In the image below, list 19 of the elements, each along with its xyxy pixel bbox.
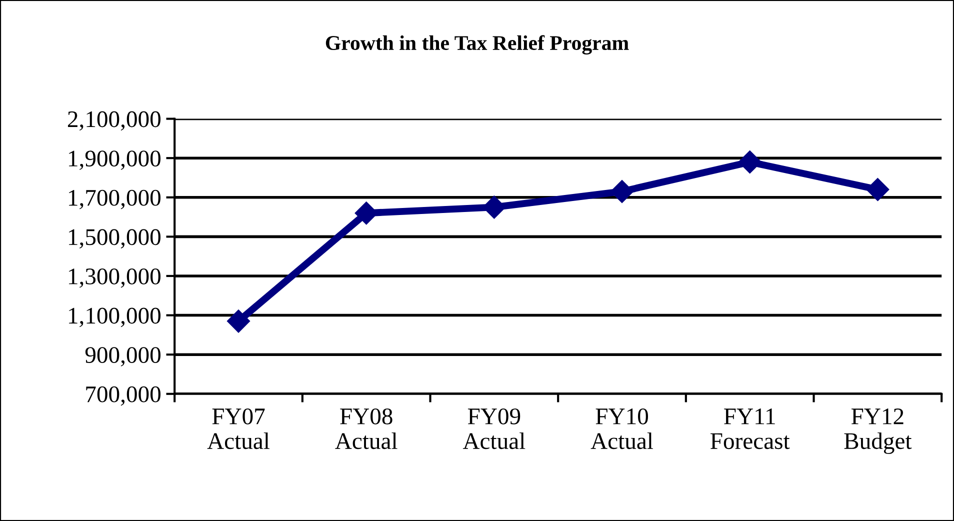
x-tick-label: FY07 Actual bbox=[207, 408, 270, 450]
x-tick-label: FY08 Actual bbox=[335, 408, 398, 450]
y-tick-label: 1,700,000 bbox=[69, 190, 160, 210]
point bbox=[738, 150, 762, 174]
y-tick-label: 900,000 bbox=[85, 347, 160, 366]
y-tick-label: 1,300,000 bbox=[69, 268, 160, 288]
point bbox=[227, 310, 250, 333]
y-tick-label: 700,000 bbox=[86, 386, 160, 406]
x-tick-label: FY09 Actual bbox=[462, 408, 526, 450]
y-tick-label: 1,500,000 bbox=[69, 229, 160, 249]
x-tick-label: FY11 Forecast bbox=[710, 408, 790, 450]
point bbox=[866, 178, 890, 202]
chart-title: Growth in the Tax Relief Program bbox=[326, 35, 629, 54]
x-tick-label: FY12 Budget bbox=[844, 408, 912, 454]
x-tick-label: FY10 Actual bbox=[590, 408, 653, 450]
y-tick-label: 1,100,000 bbox=[69, 308, 160, 328]
point bbox=[610, 180, 634, 203]
y-tick-label: 1,900,000 bbox=[69, 150, 160, 170]
y-tick-label: 2,100,000 bbox=[68, 111, 160, 131]
